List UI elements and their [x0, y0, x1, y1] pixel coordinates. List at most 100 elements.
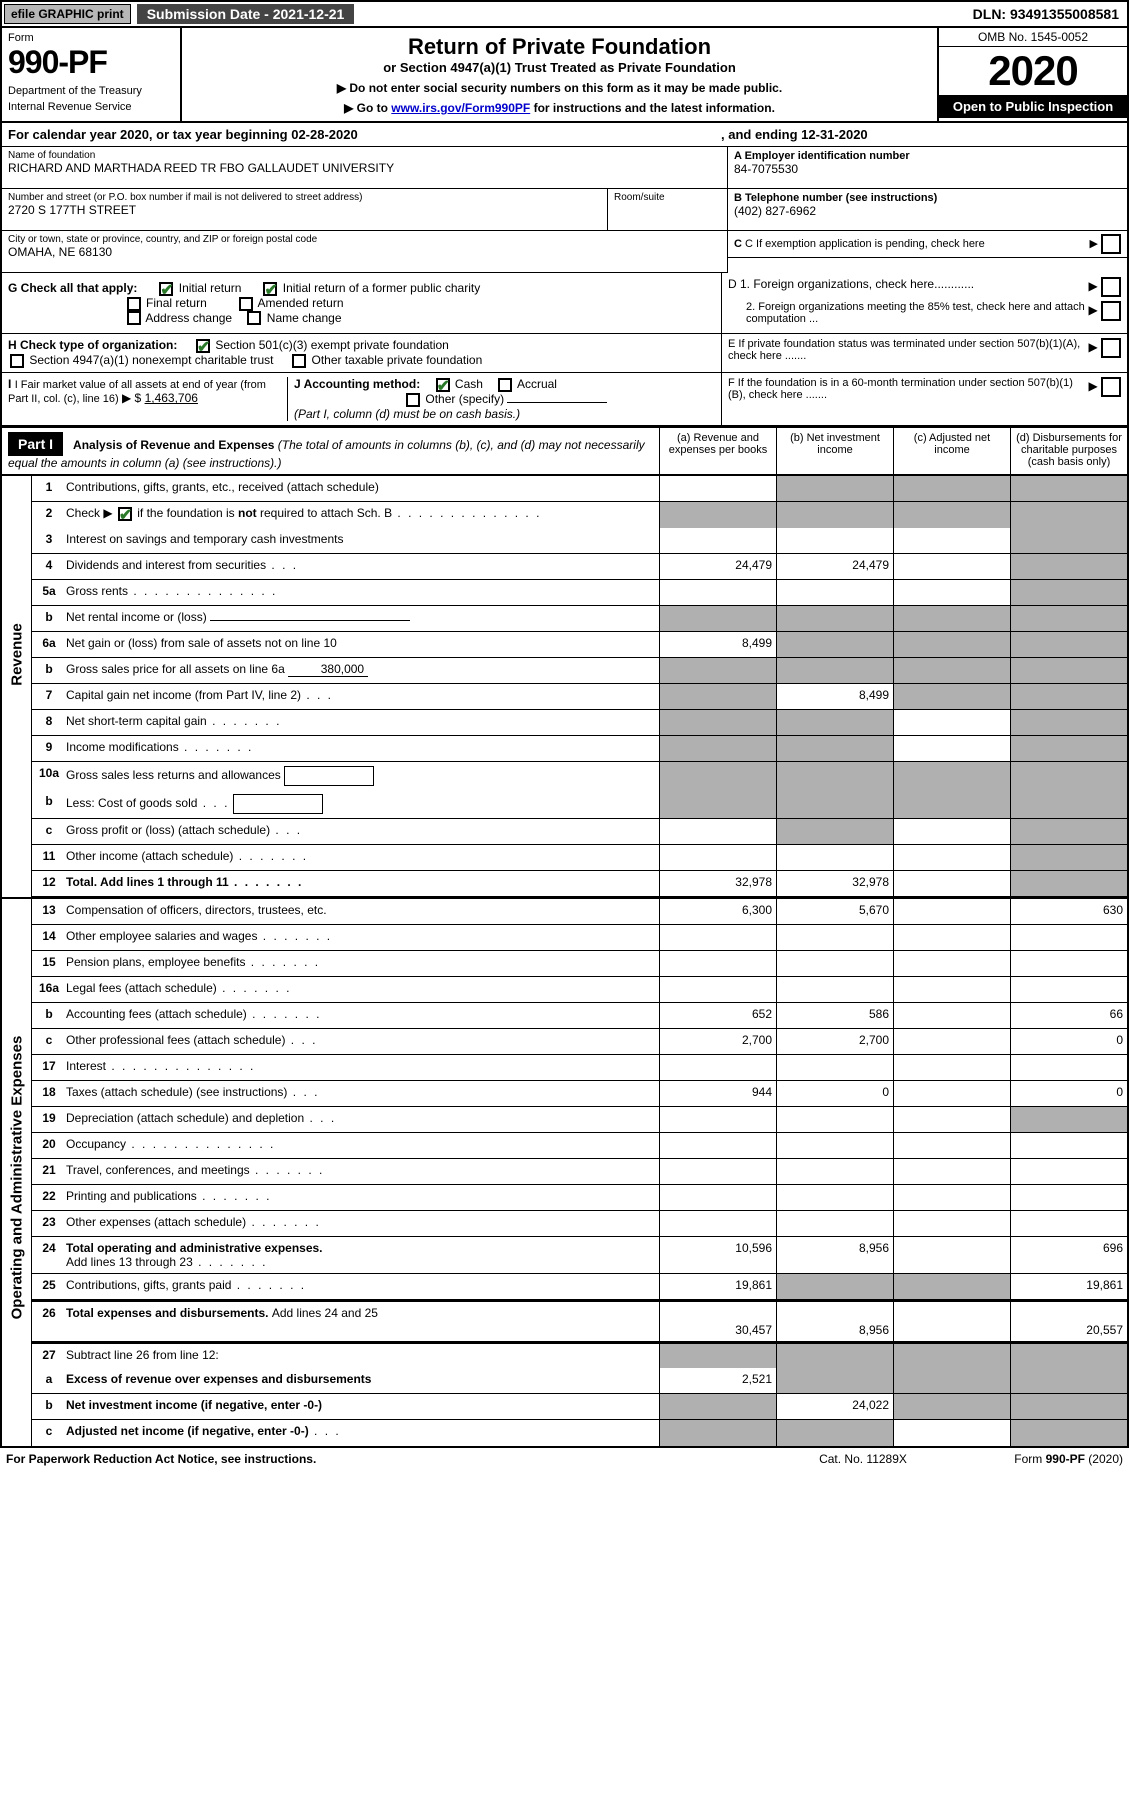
tax-year: 2020 [939, 47, 1127, 95]
line-10c: Gross profit or (loss) (attach schedule) [66, 819, 659, 844]
section-i-j-row: I I Fair market value of all assets at e… [0, 373, 1129, 427]
page-footer: For Paperwork Reduction Act Notice, see … [0, 1448, 1129, 1470]
side-revenue-label: Revenue [9, 619, 26, 689]
initial-return-checkbox[interactable] [159, 282, 173, 296]
name-change-checkbox[interactable] [247, 311, 261, 325]
line-6b: Gross sales price for all assets on line… [66, 658, 659, 683]
phone-value: (402) 827-6962 [734, 204, 1121, 218]
line-26: Total expenses and disbursements. Add li… [66, 1302, 659, 1341]
section-g-label: G Check all that apply: [8, 281, 137, 295]
501c3-checkbox[interactable] [196, 339, 210, 353]
line-4: Dividends and interest from securities [66, 554, 659, 579]
line-23: Other expenses (attach schedule) [66, 1211, 659, 1236]
line-20: Occupancy [66, 1133, 659, 1158]
foundation-info: Name of foundation RICHARD AND MARTHADA … [0, 147, 1129, 273]
col-c-header: (c) Adjusted net income [893, 428, 1010, 474]
revenue-section: Revenue 1Contributions, gifts, grants, e… [0, 476, 1129, 899]
cash-checkbox[interactable] [436, 378, 450, 392]
address-change-checkbox[interactable] [127, 311, 141, 325]
line-17: Interest [66, 1055, 659, 1080]
e-checkbox[interactable] [1101, 338, 1121, 358]
top-bar: efile GRAPHIC print Submission Date - 20… [0, 0, 1129, 28]
4947a1-checkbox[interactable] [10, 354, 24, 368]
col-b-header: (b) Net investment income [776, 428, 893, 474]
line-8: Net short-term capital gain [66, 710, 659, 735]
room-label: Room/suite [614, 192, 727, 203]
line-7: Capital gain net income (from Part IV, l… [66, 684, 659, 709]
final-return-checkbox[interactable] [127, 297, 141, 311]
line-27: Subtract line 26 from line 12: [66, 1344, 659, 1368]
line-18: Taxes (attach schedule) (see instruction… [66, 1081, 659, 1106]
line-16b: Accounting fees (attach schedule) [66, 1003, 659, 1028]
ein-value: 84-7075530 [734, 162, 1121, 176]
line-22: Printing and publications [66, 1185, 659, 1210]
form-subtitle: or Section 4947(a)(1) Trust Treated as P… [188, 60, 931, 75]
section-h-row: H Check type of organization: Section 50… [0, 334, 1129, 373]
form-title: Return of Private Foundation [188, 34, 931, 60]
accrual-checkbox[interactable] [498, 378, 512, 392]
foundation-address: 2720 S 177TH STREET [8, 203, 607, 217]
form-label: Form [8, 32, 174, 44]
line-1: Contributions, gifts, grants, etc., rece… [66, 476, 659, 501]
d1-checkbox[interactable] [1101, 277, 1121, 297]
line-13: Compensation of officers, directors, tru… [66, 899, 659, 924]
line-3: Interest on savings and temporary cash i… [66, 528, 659, 553]
line-24: Total operating and administrative expen… [66, 1237, 659, 1273]
submission-date: Submission Date - 2021-12-21 [137, 4, 355, 24]
section-e: E If private foundation status was termi… [728, 338, 1088, 362]
form-number: 990-PF [8, 44, 174, 81]
line-11: Other income (attach schedule) [66, 845, 659, 870]
line-6a: Net gain or (loss) from sale of assets n… [66, 632, 659, 657]
omb-number: OMB No. 1545-0052 [939, 28, 1127, 47]
section-i-label: I Fair market value of all assets at end… [8, 379, 266, 405]
form-header: Form 990-PF Department of the Treasury I… [0, 28, 1129, 123]
f-checkbox[interactable] [1101, 377, 1121, 397]
city-label: City or town, state or province, country… [8, 234, 721, 245]
foundation-city: OMAHA, NE 68130 [8, 245, 721, 259]
line-25: Contributions, gifts, grants paid [66, 1274, 659, 1299]
line-9: Income modifications [66, 736, 659, 761]
form-note-ssn: ▶ Do not enter social security numbers o… [188, 81, 931, 95]
section-d1: D 1. Foreign organizations, check here..… [728, 277, 1088, 297]
irs-link[interactable]: www.irs.gov/Form990PF [391, 101, 530, 115]
other-method-checkbox[interactable] [406, 393, 420, 407]
other-taxable-checkbox[interactable] [292, 354, 306, 368]
line-14: Other employee salaries and wages [66, 925, 659, 950]
d2-checkbox[interactable] [1101, 301, 1121, 321]
part1-badge: Part I [8, 432, 63, 456]
footer-paperwork: For Paperwork Reduction Act Notice, see … [6, 1452, 763, 1466]
section-d2: 2. Foreign organizations meeting the 85%… [728, 301, 1088, 325]
line-27b: Net investment income (if negative, ente… [66, 1394, 659, 1419]
line-21: Travel, conferences, and meetings [66, 1159, 659, 1184]
foundation-name: RICHARD AND MARTHADA REED TR FBO GALLAUD… [8, 161, 721, 175]
line-10a: Gross sales less returns and allowances [66, 762, 659, 790]
amended-return-checkbox[interactable] [239, 297, 253, 311]
section-f: F If the foundation is in a 60-month ter… [728, 377, 1088, 401]
dln-number: DLN: 93491355008581 [965, 4, 1127, 24]
line-15: Pension plans, employee benefits [66, 951, 659, 976]
line-10b: Less: Cost of goods sold [66, 790, 659, 818]
section-c-checkbox[interactable] [1101, 234, 1121, 254]
line-2: Check ▶ if the foundation is not require… [66, 502, 659, 528]
name-label: Name of foundation [8, 150, 721, 161]
part1-title: Analysis of Revenue and Expenses [73, 438, 274, 452]
line-19: Depreciation (attach schedule) and deple… [66, 1107, 659, 1132]
initial-former-checkbox[interactable] [263, 282, 277, 296]
line-16c: Other professional fees (attach schedule… [66, 1029, 659, 1054]
line-16a: Legal fees (attach schedule) [66, 977, 659, 1002]
efile-print-button[interactable]: efile GRAPHIC print [4, 4, 131, 24]
phone-label: B Telephone number (see instructions) [734, 192, 1121, 204]
footer-catno: Cat. No. 11289X [763, 1452, 963, 1466]
dept-irs: Internal Revenue Service [8, 101, 174, 113]
line-27a: Excess of revenue over expenses and disb… [66, 1368, 659, 1393]
open-inspection-badge: Open to Public Inspection [939, 95, 1127, 118]
footer-form: Form 990-PF (2020) [963, 1452, 1123, 1466]
section-h-label: H Check type of organization: [8, 338, 177, 352]
side-expenses-label: Operating and Administrative Expenses [9, 1032, 26, 1322]
line-27c: Adjusted net income (if negative, enter … [66, 1420, 659, 1446]
part1-header-row: Part I Analysis of Revenue and Expenses … [0, 427, 1129, 476]
expenses-section: Operating and Administrative Expenses 13… [0, 899, 1129, 1448]
schb-checkbox[interactable] [118, 507, 132, 521]
ein-label: A Employer identification number [734, 150, 1121, 162]
section-j-label: J Accounting method: [294, 377, 420, 391]
